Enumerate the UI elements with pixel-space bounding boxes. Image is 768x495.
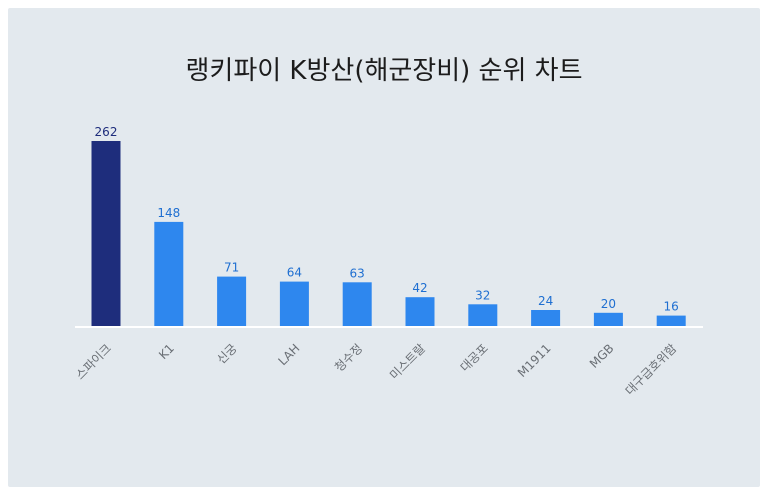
x-tick-label-3: LAH (276, 341, 303, 368)
value-label-1: 148 (157, 206, 180, 220)
bar-8 (593, 312, 623, 327)
x-tick-label-0: 스파이크 (73, 341, 114, 382)
bar-4 (342, 282, 372, 327)
x-tick-label-5: 미스트랄 (387, 341, 428, 382)
x-tick-label-8: MGB (587, 341, 617, 371)
value-label-2: 71 (224, 261, 239, 275)
x-tick-label-1: K1 (156, 341, 177, 362)
bar-9 (656, 315, 686, 327)
value-label-0: 262 (95, 125, 118, 139)
bar-6 (468, 304, 498, 327)
x-tick-label-4: 청수정 (332, 341, 365, 374)
bar-2 (217, 276, 247, 327)
value-label-6: 32 (475, 288, 490, 302)
value-label-5: 42 (412, 281, 427, 295)
bar-1 (154, 221, 184, 327)
chart-title: 랭키파이 K방산(해군장비) 순위 차트 (185, 56, 583, 86)
bar-7 (531, 310, 561, 327)
value-label-9: 16 (664, 300, 679, 314)
chart-card (8, 8, 760, 487)
value-label-7: 24 (538, 294, 553, 308)
bar-3 (279, 281, 309, 327)
x-tick-label-7: M1911 (515, 341, 554, 380)
bar-5 (405, 297, 435, 327)
value-label-8: 20 (601, 297, 616, 311)
x-tick-label-6: 대공포 (458, 341, 491, 374)
x-tick-label-2: 신궁 (214, 341, 240, 367)
bar-0 (91, 141, 121, 327)
value-label-4: 63 (350, 266, 365, 280)
x-tick-label-9: 대구급호위함 (623, 341, 680, 398)
value-label-3: 64 (287, 266, 302, 280)
